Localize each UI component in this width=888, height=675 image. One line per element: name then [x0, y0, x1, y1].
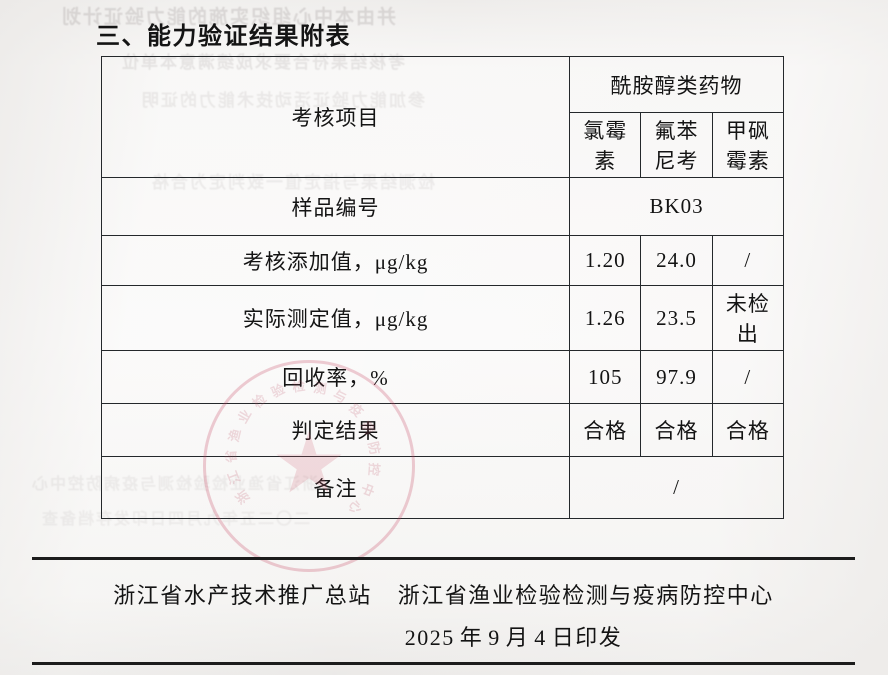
header-row-label: 考核项目 — [100, 56, 571, 178]
header-analyte-0: 氯霉素 — [569, 112, 642, 178]
footer-top-divider — [32, 557, 855, 561]
table-header-row-group: 考核项目 酰胺醇类药物 — [100, 56, 784, 178]
footer-organizations: 浙江省水产技术推广总站 浙江省渔业检验检测与疫病防控中心 — [32, 578, 855, 610]
row-value-measured-0: 1.26 — [569, 285, 642, 351]
footer-issue-date: 2025 年 9 月 4 日印发 — [32, 620, 855, 652]
date-day: 4 — [534, 625, 547, 650]
table-row: 回收率，% 105 97.9 / — [100, 350, 785, 404]
date-year-unit: 年 — [459, 625, 484, 650]
date-month: 9 — [488, 625, 501, 650]
row-value-assigned-1: 24.0 — [640, 235, 713, 286]
row-label-assigned-value: 考核添加值，μg/kg — [100, 235, 571, 286]
date-day-unit: 日 — [551, 625, 576, 650]
row-value-recovery-1: 97.9 — [640, 350, 713, 404]
row-value-remarks: / — [569, 456, 784, 519]
footer-bottom-divider — [32, 662, 855, 666]
header-analyte-1: 氟苯尼考 — [640, 112, 713, 178]
row-value-measured-1: 23.5 — [640, 285, 713, 351]
row-value-assigned-2: / — [711, 235, 785, 286]
table-row: 实际测定值，μg/kg 1.26 23.5 未检出 — [100, 285, 785, 351]
header-analyte-group: 酰胺醇类药物 — [569, 56, 784, 113]
capability-verification-results-table: 考核项目 酰胺醇类药物 氯霉素 氟苯尼考 甲砜霉素 样品编号 BK03 考核添加… — [100, 56, 785, 519]
row-label-verdict: 判定结果 — [100, 403, 571, 457]
table-header-row-analytes: 氯霉素 氟苯尼考 甲砜霉素 — [102, 112, 785, 178]
issue-suffix: 印发 — [575, 625, 623, 650]
date-year: 2025 — [404, 625, 455, 650]
date-month-unit: 月 — [505, 625, 530, 650]
table-row: 样品编号 BK03 — [100, 177, 784, 236]
row-label-remarks: 备注 — [100, 456, 571, 519]
header-analyte-2: 甲砜霉素 — [711, 112, 785, 178]
row-value-sample-id: BK03 — [569, 177, 784, 236]
section-heading: 三、能力验证结果附表 — [96, 23, 351, 50]
table-row: 考核添加值，μg/kg 1.20 24.0 / — [100, 235, 785, 286]
row-value-assigned-0: 1.20 — [569, 235, 642, 286]
row-value-recovery-2: / — [711, 350, 785, 404]
row-label-sample-id: 样品编号 — [100, 177, 571, 236]
table-row: 判定结果 合格 合格 合格 — [100, 403, 785, 457]
footer-org-2: 浙江省渔业检验检测与疫病防控中心 — [397, 583, 774, 608]
footer-org-1: 浙江省水产技术推广总站 — [113, 583, 372, 608]
table-row: 备注 / — [100, 456, 784, 519]
results-table-container: 考核项目 酰胺醇类药物 氯霉素 氟苯尼考 甲砜霉素 样品编号 BK03 考核添加… — [100, 56, 785, 519]
row-label-measured-value: 实际测定值，μg/kg — [100, 285, 571, 351]
row-value-verdict-2: 合格 — [711, 403, 785, 457]
row-value-recovery-0: 105 — [569, 350, 642, 404]
row-value-verdict-1: 合格 — [640, 403, 713, 457]
row-value-measured-2: 未检出 — [711, 285, 785, 351]
row-value-verdict-0: 合格 — [569, 403, 642, 457]
row-label-recovery: 回收率，% — [100, 350, 571, 404]
